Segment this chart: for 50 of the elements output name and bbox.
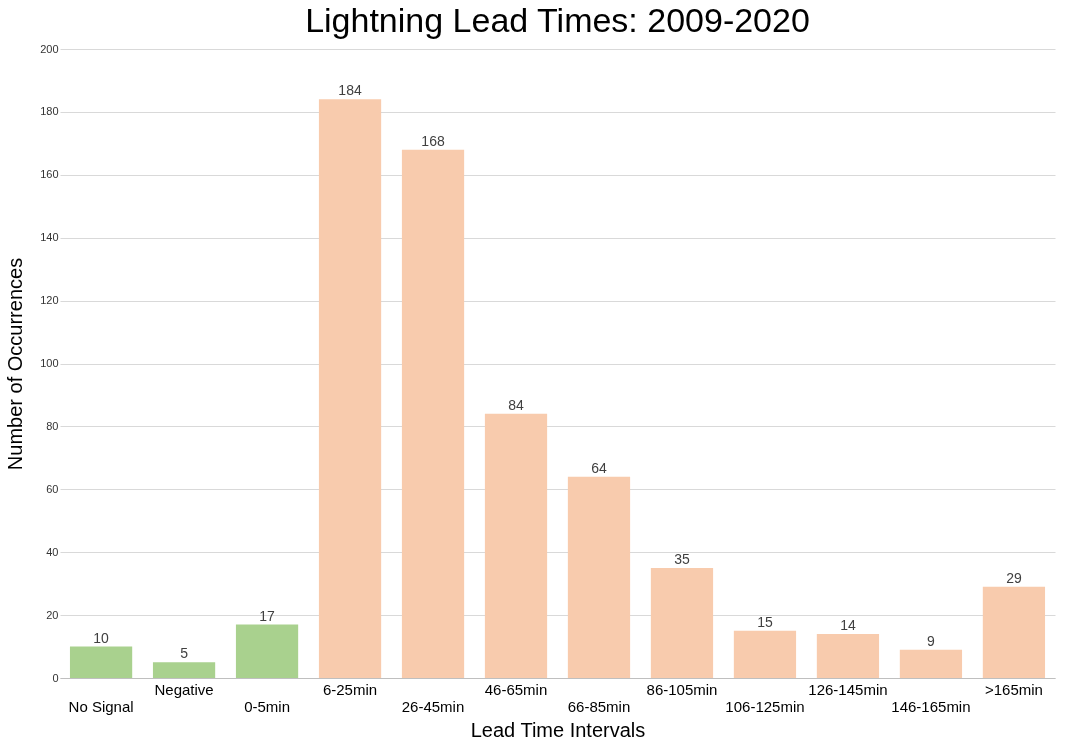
x-tick-label: 6-25min bbox=[322, 680, 378, 698]
data-label: 29 bbox=[1006, 569, 1022, 586]
data-label: 64 bbox=[591, 459, 607, 476]
data-label: 35 bbox=[674, 550, 690, 567]
bar bbox=[899, 649, 963, 678]
bar bbox=[401, 149, 465, 678]
data-label: 15 bbox=[757, 613, 773, 630]
bar bbox=[982, 586, 1046, 678]
bar bbox=[484, 413, 548, 678]
y-tick-label: 180 bbox=[40, 105, 59, 118]
y-tick-label: 60 bbox=[46, 482, 59, 495]
bar bbox=[318, 99, 382, 678]
bar bbox=[733, 630, 797, 678]
y-tick-label: 160 bbox=[40, 168, 59, 181]
y-tick-label: 20 bbox=[46, 608, 59, 621]
x-tick-label: 0-5min bbox=[244, 697, 290, 715]
bar bbox=[69, 646, 133, 678]
x-tick-label: 146-165min bbox=[891, 697, 971, 715]
x-tick-label: 86-105min bbox=[646, 680, 718, 698]
x-tick-label: 106-125min bbox=[725, 697, 805, 715]
y-tick-label: 120 bbox=[40, 294, 59, 307]
y-tick-label: 100 bbox=[40, 357, 59, 369]
bar bbox=[235, 624, 299, 678]
data-label: 9 bbox=[927, 632, 936, 649]
y-tick-label: 200 bbox=[40, 42, 59, 55]
data-label: 14 bbox=[840, 616, 856, 633]
x-tick-label: 26-45min bbox=[401, 697, 465, 715]
y-tick-label: 140 bbox=[40, 231, 59, 244]
bar bbox=[152, 662, 216, 678]
data-label: 184 bbox=[338, 82, 362, 99]
bar bbox=[650, 567, 714, 678]
data-label: 10 bbox=[93, 629, 110, 646]
y-tick-label: 0 bbox=[52, 671, 59, 684]
x-tick-label: Negative bbox=[154, 680, 214, 698]
x-tick-label: 46-65min bbox=[484, 680, 548, 698]
chart-title: Lightning Lead Times: 2009-2020 bbox=[305, 1, 810, 39]
bar bbox=[567, 476, 631, 678]
data-label: 168 bbox=[421, 132, 445, 149]
x-tick-label: >165min bbox=[984, 680, 1043, 698]
data-label: 5 bbox=[180, 645, 189, 662]
x-tick-label: 126-145min bbox=[808, 680, 888, 698]
y-tick-label: 80 bbox=[46, 419, 59, 432]
x-axis-title: Lead Time Intervals bbox=[470, 718, 646, 741]
y-axis-title: Number of Occurrences bbox=[4, 257, 27, 471]
x-tick-label: No Signal bbox=[68, 697, 134, 715]
data-label: 17 bbox=[259, 607, 276, 624]
data-label: 84 bbox=[508, 396, 524, 413]
x-tick-label: 66-85min bbox=[567, 697, 631, 715]
bar bbox=[816, 633, 880, 678]
y-tick-label: 40 bbox=[46, 545, 59, 558]
